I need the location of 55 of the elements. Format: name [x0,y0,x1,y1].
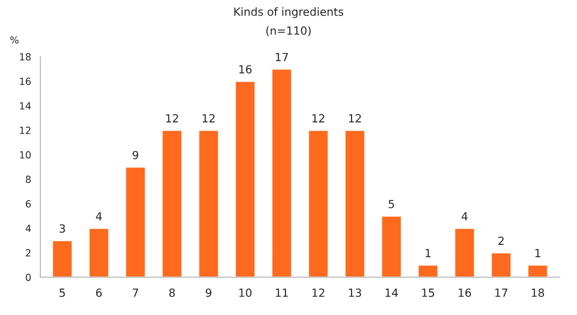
bar [417,264,439,278]
y-tick-label: 4 [26,224,31,232]
y-tick-label: 2 [26,249,30,256]
bar [271,68,293,278]
data-label: 12 [166,114,178,122]
chart-title: Kinds of ingredients [234,7,344,18]
bar [234,80,256,278]
data-label: 2 [498,236,504,245]
y-tick-label: 12 [20,126,30,134]
x-tick-label: 13 [349,288,362,297]
data-label: 4 [96,212,102,220]
x-tick-label: 17 [495,288,508,297]
x-tick-label: 16 [458,288,471,297]
x-tick-label: 11 [276,288,288,297]
x-tick-label: 15 [422,288,434,297]
data-label: 16 [239,65,252,74]
x-tick-label: 6 [96,288,102,297]
bar [52,240,74,278]
y-tick-label: 0 [26,274,31,282]
data-label: 12 [349,114,361,122]
x-tick-label: 7 [132,288,138,297]
x-tick-label: 9 [206,288,212,297]
y-axis-title: % [10,36,19,44]
data-label: 17 [276,52,288,62]
bar [526,264,548,278]
bar [308,130,330,278]
data-label: 4 [462,212,468,220]
x-tick-label: 8 [169,288,175,297]
bar [198,130,220,278]
x-tick-label: 12 [312,288,324,297]
bar [88,228,110,278]
x-tick-label: 10 [239,288,252,297]
data-label: 3 [60,224,65,233]
x-tick-label: 18 [532,288,544,297]
chart-subtitle: (n=110) [266,26,311,36]
y-tick-label: 16 [20,78,31,86]
bar [454,228,476,278]
data-label: 12 [202,114,215,122]
x-tick-label: 5 [60,288,65,297]
bar [124,166,146,278]
y-tick-label: 8 [26,176,31,184]
y-tick-label: 14 [20,102,31,110]
data-label: 5 [388,200,394,208]
x-tick-label: 14 [386,288,398,297]
y-tick-label: 10 [20,151,31,159]
data-label: 1 [426,248,431,258]
bar [344,130,366,278]
bar [380,215,402,278]
bar [490,252,512,278]
y-tick-label: 6 [26,200,31,208]
data-label: 9 [132,150,138,160]
bar [161,130,183,278]
data-label: 12 [312,114,324,122]
y-tick-label: 18 [20,53,31,61]
data-label: 1 [535,248,540,258]
